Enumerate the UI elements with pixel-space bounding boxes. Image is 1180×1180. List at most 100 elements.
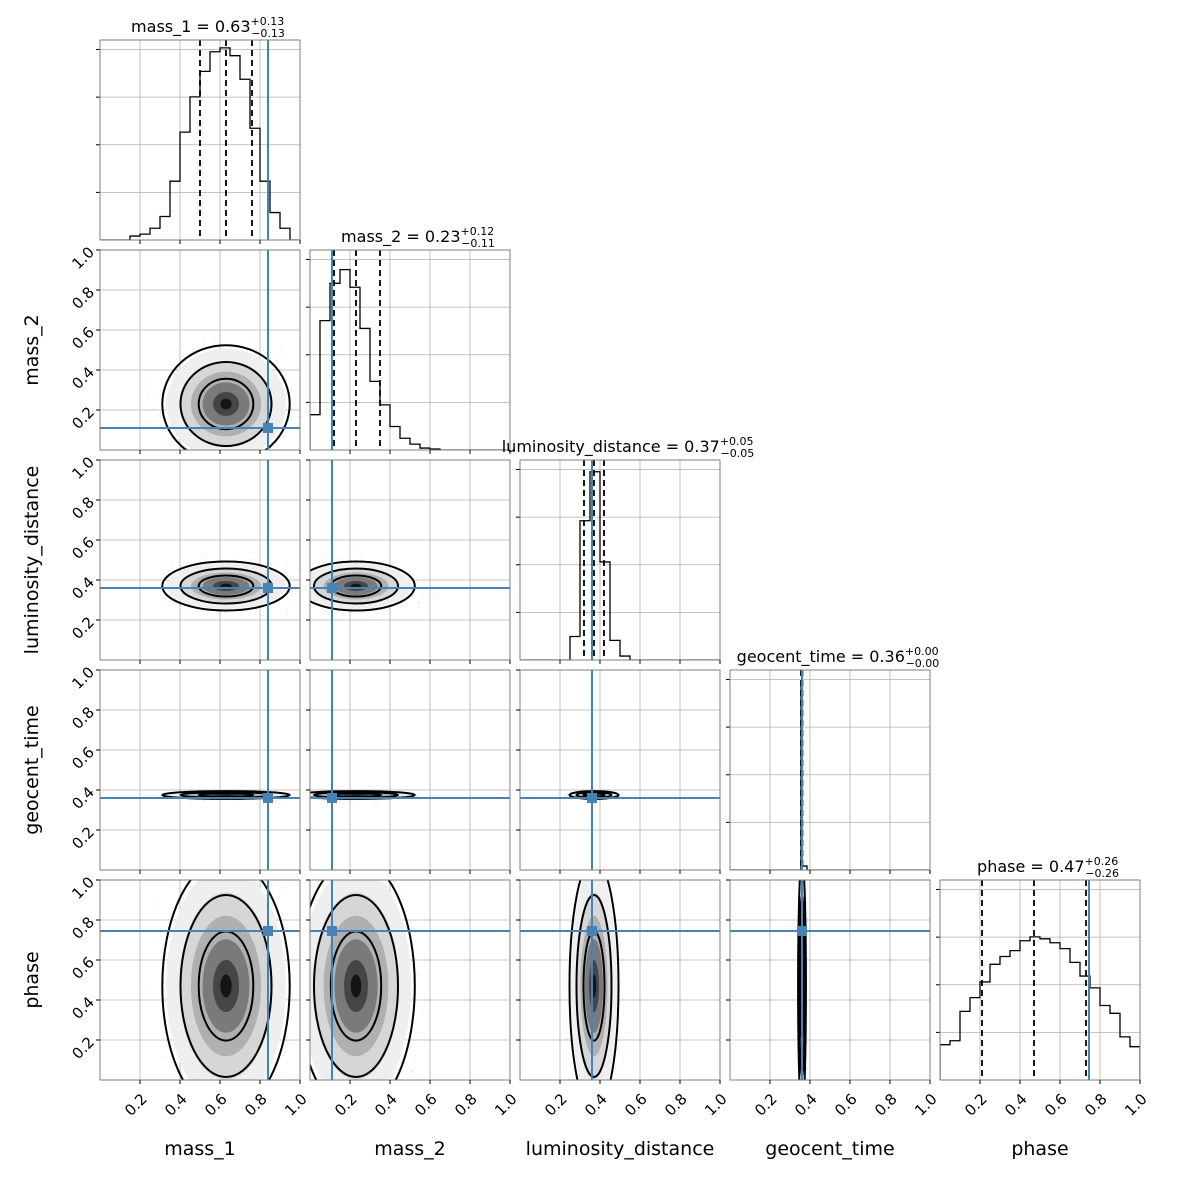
y-tick-label: 0.8 (68, 283, 98, 313)
panel-content (282, 460, 510, 660)
y-tick-label: 1.0 (68, 243, 98, 273)
x-tick-label: 1.0 (1121, 1090, 1151, 1120)
x-tick-label: 0.8 (1081, 1090, 1111, 1120)
title-minus: −0.13 (251, 27, 285, 40)
x-axis-label-mass_1: mass_1 (164, 1138, 236, 1160)
truth-marker (327, 793, 337, 803)
x-tick-label: 1.0 (491, 1090, 521, 1120)
y-axis-label-phase: phase (21, 951, 43, 1008)
x-tick-label: 0.6 (621, 1090, 651, 1120)
panel-content (100, 838, 308, 1171)
x-tick-label: 0.8 (451, 1090, 481, 1120)
panel-content (100, 460, 300, 660)
truth-marker (263, 793, 273, 803)
title-mass_2: mass_2 = 0.23+0.12 −0.11 (341, 225, 495, 250)
y-tick-label: 1.0 (68, 663, 98, 693)
y-tick-label: 0.8 (68, 913, 98, 943)
truth-marker (327, 926, 337, 936)
panel-frame (940, 880, 1140, 1080)
x-tick-label: 0.2 (961, 1090, 991, 1120)
x-tick-label: 1.0 (911, 1090, 941, 1120)
truth-marker (263, 583, 273, 593)
x-axis-label-phase: phase (1011, 1138, 1068, 1160)
truth-marker (263, 423, 273, 433)
y-tick-label: 1.0 (68, 873, 98, 903)
panel-frame (520, 670, 720, 870)
panel-content (100, 670, 311, 870)
x-tick-label: 0.8 (661, 1090, 691, 1120)
title-value: geocent_time = 0.36 (737, 647, 905, 667)
y-tick-label: 0.6 (68, 743, 98, 773)
truth-marker (797, 926, 807, 936)
y-tick-label: 0.2 (68, 1033, 98, 1063)
x-tick-label: 0.6 (201, 1090, 231, 1120)
x-tick-label: 0.4 (791, 1090, 821, 1120)
y-tick-label: 0.8 (68, 703, 98, 733)
title-minus: −0.05 (721, 447, 755, 460)
y-tick-label: 0.6 (68, 953, 98, 983)
panel-frame (730, 880, 930, 1080)
y-tick-label: 0.6 (68, 533, 98, 563)
histogram-luminosity_distance (520, 472, 720, 660)
x-tick-label: 0.2 (751, 1090, 781, 1120)
panel-content (268, 670, 510, 870)
y-tick-label: 0.4 (68, 993, 98, 1023)
panel-content (520, 670, 720, 870)
x-tick-label: 0.4 (1001, 1090, 1031, 1120)
panel-content (940, 880, 1140, 1080)
density-level (220, 975, 231, 998)
y-tick-label: 0.8 (68, 493, 98, 523)
x-axis-label-luminosity_distance: luminosity_distance (526, 1138, 715, 1160)
density-level (351, 795, 362, 796)
x-tick-label: 0.6 (1041, 1090, 1071, 1120)
title-mass_1: mass_1 = 0.63+0.13 −0.13 (131, 15, 285, 40)
y-tick-label: 0.4 (68, 363, 98, 393)
x-tick-label: 1.0 (701, 1090, 731, 1120)
x-tick-label: 0.6 (411, 1090, 441, 1120)
y-tick-label: 1.0 (68, 453, 98, 483)
panel-content (730, 843, 930, 1166)
x-tick-label: 0.4 (371, 1090, 401, 1120)
title-geocent_time: geocent_time = 0.36+0.00 −0.00 (737, 645, 940, 670)
x-axis-label-geocent_time: geocent_time (765, 1138, 894, 1160)
histogram-phase (940, 937, 1140, 1080)
x-axis-label-mass_2: mass_2 (374, 1138, 446, 1160)
y-axis-label-mass_2: mass_2 (21, 314, 43, 386)
x-tick-label: 1.0 (281, 1090, 311, 1120)
panel-content (730, 670, 930, 870)
density-level (351, 975, 362, 998)
panel-content (284, 837, 510, 1133)
truth-marker (263, 926, 273, 936)
x-tick-label: 0.2 (541, 1090, 571, 1120)
title-minus: −0.00 (906, 657, 940, 670)
y-tick-label: 0.2 (68, 613, 98, 643)
panel-content (520, 460, 720, 660)
x-tick-label: 0.8 (871, 1090, 901, 1120)
panel-frame (520, 880, 720, 1080)
y-axis-label-geocent_time: geocent_time (21, 705, 43, 834)
density-level (220, 795, 231, 796)
x-tick-label: 0.8 (241, 1090, 271, 1120)
title-phase: phase = 0.47+0.26 −0.26 (977, 855, 1119, 880)
y-tick-label: 0.4 (68, 783, 98, 813)
y-axis-label-luminosity_distance: luminosity_distance (21, 466, 43, 655)
title-minus: −0.26 (1085, 867, 1119, 880)
y-tick-label: 0.2 (68, 403, 98, 433)
panel-frame (100, 460, 300, 660)
title-minus: −0.11 (461, 237, 495, 250)
title-value: mass_1 = 0.63 (131, 17, 250, 37)
y-tick-label: 0.4 (68, 573, 98, 603)
title-luminosity_distance: luminosity_distance = 0.37+0.05 −0.05 (502, 435, 755, 460)
title-value: luminosity_distance = 0.37 (502, 437, 720, 457)
panel-content (100, 40, 300, 240)
panel-frame (310, 460, 510, 660)
y-tick-label: 0.6 (68, 323, 98, 353)
x-tick-label: 0.2 (331, 1090, 361, 1120)
panel-frame (310, 670, 510, 870)
panel-frame (100, 670, 300, 870)
x-tick-label: 0.2 (121, 1090, 151, 1120)
truth-marker (327, 583, 337, 593)
y-tick-label: 0.2 (68, 823, 98, 853)
histogram-geocent_time (730, 684, 930, 870)
